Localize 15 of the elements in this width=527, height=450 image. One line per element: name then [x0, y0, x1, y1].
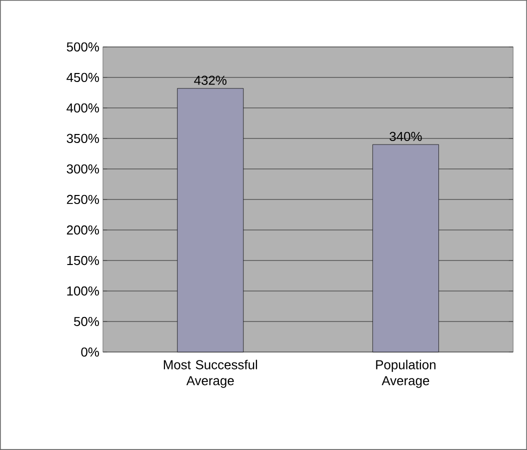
y-tick-label: 300% — [66, 164, 99, 174]
data-label: 340% — [390, 132, 422, 142]
y-tick-label: 100% — [67, 286, 99, 296]
y-tick-label: 500% — [66, 42, 99, 52]
y-tick-label: 450% — [66, 72, 99, 82]
y-tick-label: 250% — [66, 194, 99, 204]
x-tick-label: Most Successful Average — [164, 360, 258, 388]
data-label: 432% — [194, 76, 226, 85]
x-tick-label: Population Average — [376, 360, 436, 388]
y-tick-label: 0% — [81, 347, 99, 357]
y-tick-label: 200% — [66, 225, 99, 235]
y-tick-label: 400% — [66, 103, 99, 113]
y-tick-label: 50% — [74, 316, 99, 326]
y-tick-label: 150% — [67, 256, 99, 266]
y-tick-label: 350% — [66, 134, 99, 144]
